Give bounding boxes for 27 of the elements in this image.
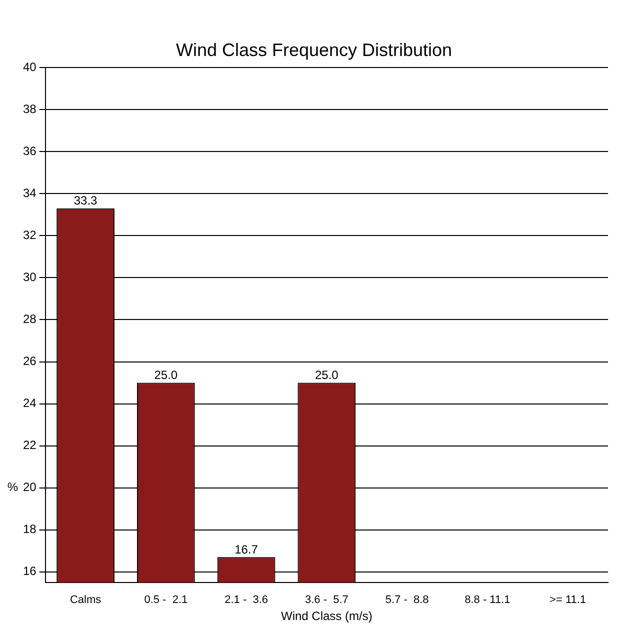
y-tick-label: 30 (22, 270, 37, 284)
data-label: 16.7 (234, 542, 258, 556)
y-tick-label: 38 (22, 102, 37, 116)
y-tick-label: 32 (22, 228, 37, 242)
y-tick-label: 16 (22, 564, 37, 578)
y-tick-label: 28 (22, 312, 37, 326)
x-tick-label: Calms (70, 594, 102, 606)
y-tick-label: 24 (22, 396, 37, 410)
x-tick-label: 5.7 - 8.8 (385, 594, 429, 606)
x-tick-label: 3.6 - 5.7 (304, 594, 348, 606)
data-label: 33.3 (74, 194, 98, 208)
data-label: 25.0 (314, 368, 339, 382)
x-tick-label: 8.8 - 11.1 (464, 594, 510, 606)
x-axis-title: Wind Class (m/s) (281, 609, 372, 624)
x-tick-label: 0.5 - 2.1 (144, 594, 188, 606)
x-tick-label: 2.1 - 3.6 (224, 594, 268, 606)
y-tick-label: 40 (22, 60, 37, 74)
y-tick-label: 36 (22, 144, 37, 158)
y-tick-label: 20 (22, 480, 37, 494)
y-tick-label: 22 (22, 438, 37, 452)
y-tick-label: 26 (22, 354, 37, 368)
x-tick-label: >= 11.1 (550, 594, 586, 606)
y-tick-label: 34 (22, 186, 37, 200)
chart-title: Wind Class Frequency Distribution (176, 40, 452, 60)
data-label: 25.0 (154, 368, 178, 382)
y-axis-title: % (7, 480, 18, 494)
y-tick-label: 18 (22, 522, 37, 536)
